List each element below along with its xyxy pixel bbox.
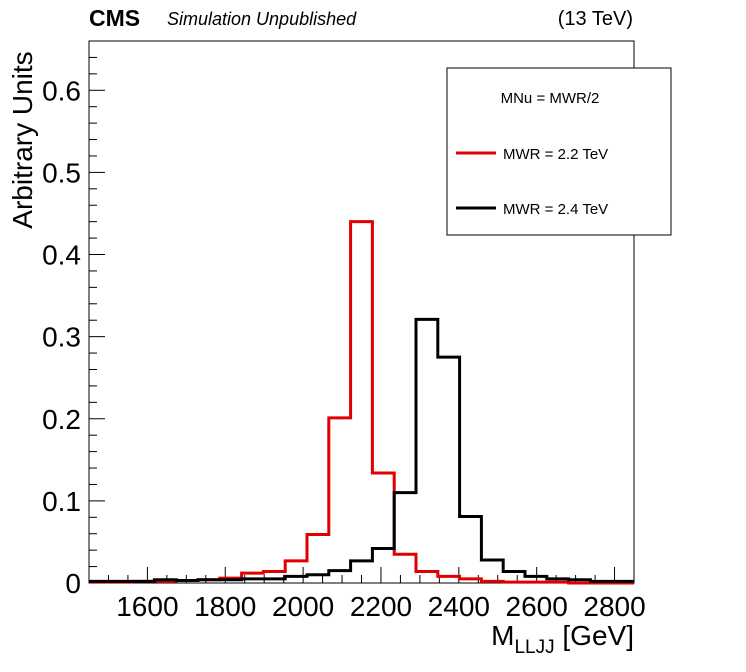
x-tick-label: 2000 <box>272 591 334 622</box>
experiment-label: CMS <box>89 5 140 31</box>
status-label: Simulation Unpublished <box>167 9 357 29</box>
y-tick-label: 0.1 <box>42 486 81 517</box>
legend-entry-2: MWR = 2.4 TeV <box>503 201 608 218</box>
legend: MNu = MWR/2 MWR = 2.2 TeV MWR = 2.4 TeV <box>446 67 672 236</box>
x-tick-label: 2800 <box>583 591 645 622</box>
x-axis: 1600 1800 2000 2200 2400 2600 2800 <box>88 567 646 622</box>
y-tick-label: 0.4 <box>42 240 81 271</box>
y-axis: 0 0.1 0.2 0.3 0.4 0.5 0.6 <box>42 40 105 599</box>
y-tick-label: 0.3 <box>42 322 81 353</box>
x-tick-label: 1600 <box>116 591 178 622</box>
series-line-1 <box>89 220 634 585</box>
series-line-2 <box>89 317 634 583</box>
x-tick-label: 2600 <box>506 591 568 622</box>
y-axis-label: Arbitrary Units <box>7 51 38 228</box>
x-tick-label: 2400 <box>428 591 490 622</box>
y-tick-label: 0.5 <box>42 157 81 188</box>
x-axis-label-sub: LLJJ <box>514 637 554 658</box>
y-tick-label: 0 <box>65 568 81 599</box>
energy-label: (13 TeV) <box>558 8 633 30</box>
x-tick-label: 2200 <box>350 591 412 622</box>
legend-entry-1: MWR = 2.2 TeV <box>503 146 608 163</box>
y-tick-label: 0.6 <box>42 75 81 106</box>
series-layer <box>89 220 634 585</box>
x-axis-label-unit: [GeV] <box>555 620 634 651</box>
x-axis-label-main: M <box>491 620 514 651</box>
x-tick-label: 1800 <box>194 591 256 622</box>
x-axis-label: MLLJJ [GeV] <box>491 620 634 658</box>
y-tick-label: 0.2 <box>42 404 81 435</box>
legend-header: MNu = MWR/2 <box>501 90 600 107</box>
